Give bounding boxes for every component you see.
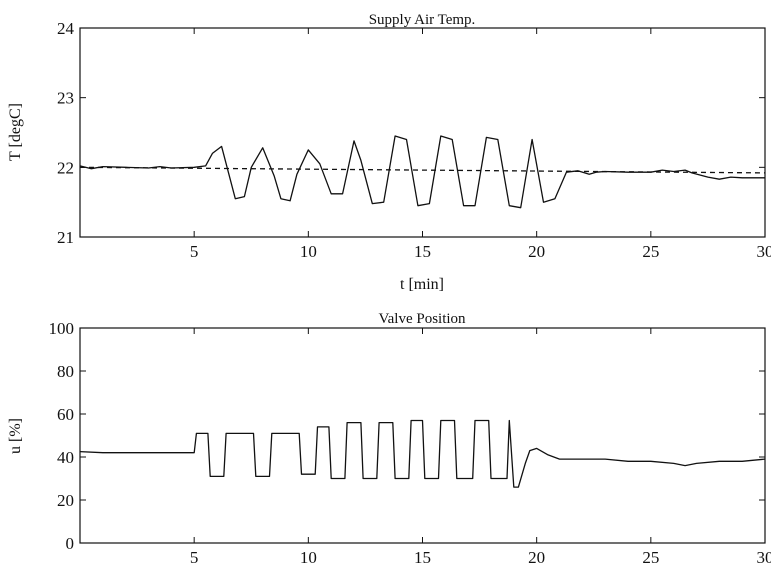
valve-y-tick-label: 60 bbox=[57, 405, 74, 424]
temperature-x-tick-label: 20 bbox=[528, 242, 545, 261]
temperature-x-tick-label: 30 bbox=[757, 242, 771, 261]
temperature-measured-line bbox=[79, 135, 765, 209]
temperature-x-tick-label: 15 bbox=[414, 242, 431, 261]
temperature-y-tick-label: 23 bbox=[57, 89, 74, 108]
valve-ticks: 5 10 15 20 25 30 0 20 40 60 80 100 bbox=[49, 319, 771, 567]
temperature-setpoint-line bbox=[79, 166, 766, 174]
temperature-series bbox=[79, 135, 766, 209]
temperature-ticks: 5 10 15 20 25 30 21 22 23 24 bbox=[57, 19, 771, 261]
valve-x-tick-label: 10 bbox=[300, 548, 317, 567]
temperature-chart-title: Supply Air Temp. bbox=[369, 12, 476, 28]
temperature-x-tick-label: 5 bbox=[190, 242, 199, 261]
valve-chart-title: Valve Position bbox=[378, 311, 466, 327]
temperature-y-tick-label: 24 bbox=[57, 19, 75, 38]
temperature-y-axis-label: T [degC] bbox=[7, 103, 24, 161]
temperature-x-axis-label: t [min] bbox=[400, 276, 444, 293]
valve-x-tick-label: 20 bbox=[528, 548, 545, 567]
valve-x-tick-label: 15 bbox=[414, 548, 431, 567]
valve-y-tick-label: 100 bbox=[49, 319, 75, 338]
valve-series bbox=[79, 419, 766, 488]
valve-y-tick-label: 40 bbox=[57, 448, 74, 467]
valve-x-tick-label: 30 bbox=[757, 548, 771, 567]
valve-measured-line bbox=[79, 419, 766, 488]
valve-x-tick-label: 5 bbox=[190, 548, 199, 567]
valve-y-tick-label: 20 bbox=[57, 491, 74, 510]
temperature-y-tick-label: 21 bbox=[57, 228, 74, 247]
valve-chart: 5 10 15 20 25 30 0 20 40 60 80 100 Valve Position u… bbox=[7, 311, 771, 567]
valve-y-tick-label: 0 bbox=[66, 534, 75, 553]
valve-y-axis-label: u [%] bbox=[7, 418, 24, 454]
temperature-y-tick-label: 22 bbox=[57, 158, 74, 177]
valve-y-tick-label: 80 bbox=[57, 362, 74, 381]
valve-x-tick-label: 25 bbox=[642, 548, 659, 567]
temperature-chart: 5 10 15 20 25 30 21 22 23 24 Supply Air Temp. t [… bbox=[7, 12, 771, 293]
temperature-x-tick-label: 25 bbox=[642, 242, 659, 261]
temperature-x-tick-label: 10 bbox=[300, 242, 317, 261]
temperature-plot-frame bbox=[79, 27, 766, 238]
